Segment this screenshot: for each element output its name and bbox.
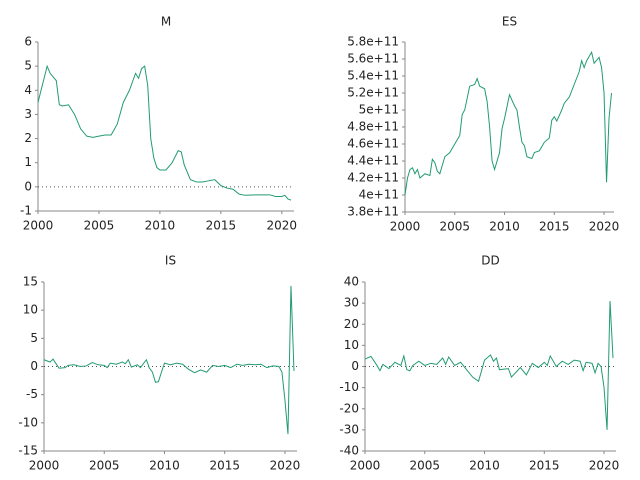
y-tick-label: 4.2e+11	[347, 171, 399, 185]
x-tick-label: 2005	[84, 219, 115, 233]
y-tick-label: -5	[26, 387, 38, 401]
y-tick-label: 2	[24, 131, 32, 145]
x-tick-label: 2020	[589, 220, 620, 234]
y-tick-label: 5.2e+11	[347, 86, 399, 100]
x-tick-label: 2000	[350, 459, 381, 473]
y-tick-label: 4e+11	[359, 188, 399, 202]
y-tick-label: 4.6e+11	[347, 137, 399, 151]
chart-title: DD	[481, 254, 499, 268]
series-line	[364, 300, 614, 430]
y-tick-label: -40	[339, 444, 359, 458]
y-tick-label: -1	[20, 204, 32, 218]
y-tick-label: 5e+11	[359, 103, 399, 117]
y-tick-label: 4.8e+11	[347, 120, 399, 134]
y-tick-label: 10	[23, 303, 38, 317]
x-tick-label: 2020	[589, 459, 620, 473]
series-line	[43, 285, 295, 435]
y-tick-label: 0	[351, 359, 359, 373]
x-tick-label: 2015	[206, 219, 237, 233]
x-tick-label: 2020	[267, 219, 298, 233]
x-tick-label: 2005	[89, 459, 120, 473]
y-tick-label: 4.4e+11	[347, 154, 399, 168]
y-tick-label: 5.4e+11	[347, 69, 399, 83]
chart-title: IS	[165, 254, 176, 268]
series-line	[404, 50, 613, 196]
y-tick-label: 10	[344, 338, 359, 352]
chart-title: M	[161, 15, 171, 29]
x-tick-label: 2010	[489, 220, 520, 234]
y-tick-label: 0	[30, 359, 38, 373]
y-tick-label: -10	[339, 380, 359, 394]
x-tick-label: 2015	[209, 459, 240, 473]
y-tick-label: 4	[24, 83, 32, 97]
y-tick-label: -20	[339, 401, 359, 415]
y-tick-label: -10	[18, 415, 38, 429]
y-tick-label: 3	[24, 107, 32, 121]
x-tick-label: 2010	[149, 459, 180, 473]
y-tick-label: 30	[344, 296, 359, 310]
x-tick-label: 2010	[145, 219, 176, 233]
x-tick-label: 2005	[409, 459, 440, 473]
series-line	[37, 64, 292, 201]
y-tick-label: 15	[23, 275, 38, 289]
x-tick-label: 2015	[529, 459, 560, 473]
chart-title: ES	[502, 15, 517, 29]
y-tick-label: -30	[339, 422, 359, 436]
y-tick-label: 20	[344, 317, 359, 331]
x-tick-label: 2000	[29, 459, 60, 473]
y-tick-label: 5	[24, 59, 32, 73]
y-tick-label: 40	[344, 275, 359, 289]
x-tick-label: 2000	[23, 219, 54, 233]
x-tick-label: 2020	[270, 459, 301, 473]
x-tick-label: 2015	[539, 220, 570, 234]
y-tick-label: -15	[18, 444, 38, 458]
x-tick-label: 2005	[439, 220, 470, 234]
x-tick-label: 2000	[390, 220, 421, 234]
y-tick-label: 5	[30, 331, 38, 345]
y-tick-label: 5.6e+11	[347, 52, 399, 66]
y-tick-label: 3.8e+11	[347, 205, 399, 219]
y-tick-label: 0	[24, 179, 32, 193]
x-tick-label: 2010	[469, 459, 500, 473]
y-tick-label: 5.8e+11	[347, 35, 399, 49]
y-tick-label: 1	[24, 155, 32, 169]
y-tick-label: 6	[24, 35, 32, 49]
